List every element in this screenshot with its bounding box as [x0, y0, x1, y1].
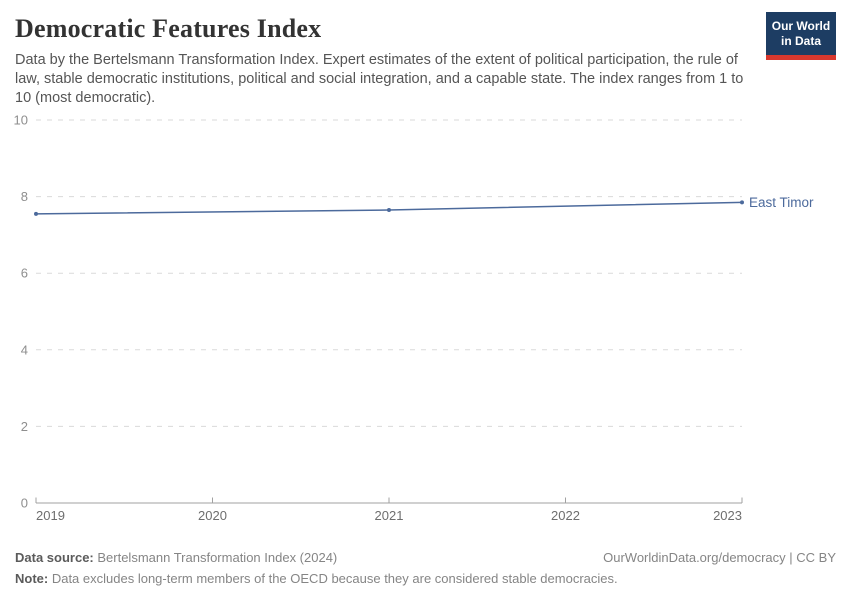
data-point — [387, 208, 391, 213]
y-axis-tick-label: 2 — [21, 419, 28, 434]
owid-logo-line2: in Data — [780, 34, 821, 48]
footer-note-row: Note: Data excludes long-term members of… — [15, 569, 836, 590]
series-label: East Timor — [749, 195, 814, 210]
footer-note-text: Data excludes long-term members of the O… — [48, 571, 618, 587]
y-axis-tick-label: 8 — [21, 189, 28, 204]
y-axis-tick-label: 6 — [21, 266, 28, 281]
chart-footer: Data source: Bertelsmann Transformation … — [15, 548, 836, 590]
chart-subtitle: Data by the Bertelsmann Transformation I… — [15, 52, 744, 107]
owid-logo-line1: Our World — [771, 19, 831, 33]
data-source: Data source: Bertelsmann Transformation … — [15, 548, 337, 569]
y-axis-tick-label: 4 — [21, 343, 28, 358]
data-point — [34, 212, 38, 217]
footer-source-row: Data source: Bertelsmann Transformation … — [15, 548, 836, 569]
y-axis-tick-label: 10 — [14, 113, 28, 128]
chart-header-text: Democratic Features Index Data by the Be… — [15, 12, 754, 108]
chart-header: Democratic Features Index Data by the Be… — [0, 0, 850, 108]
owid-logo: Our World in Data — [766, 12, 836, 60]
footer-note: Note: Data excludes long-term members of… — [15, 569, 618, 590]
data-source-text: Bertelsmann Transformation Index (2024) — [93, 550, 338, 566]
y-axis-tick-label: 0 — [21, 496, 28, 511]
x-axis-tick-label: 2022 — [551, 508, 580, 523]
data-source-label: Data source: — [15, 550, 94, 566]
owid-url-link[interactable]: OurWorldinData.org/democracy | CC BY — [603, 550, 836, 566]
data-point — [740, 200, 744, 205]
x-axis-tick-label: 2021 — [375, 508, 404, 523]
x-axis-tick-label: 2020 — [198, 508, 227, 523]
page-title: Democratic Features Index — [15, 14, 322, 43]
line-chart: 0 2 4 6 8 10 2019 2020 2021 2022 2023 East Timor — [14, 113, 814, 524]
footer-note-label: Note: — [15, 571, 49, 587]
x-axis-tick-label: 2023 — [713, 508, 742, 523]
x-axis-tick-label: 2019 — [36, 508, 65, 523]
